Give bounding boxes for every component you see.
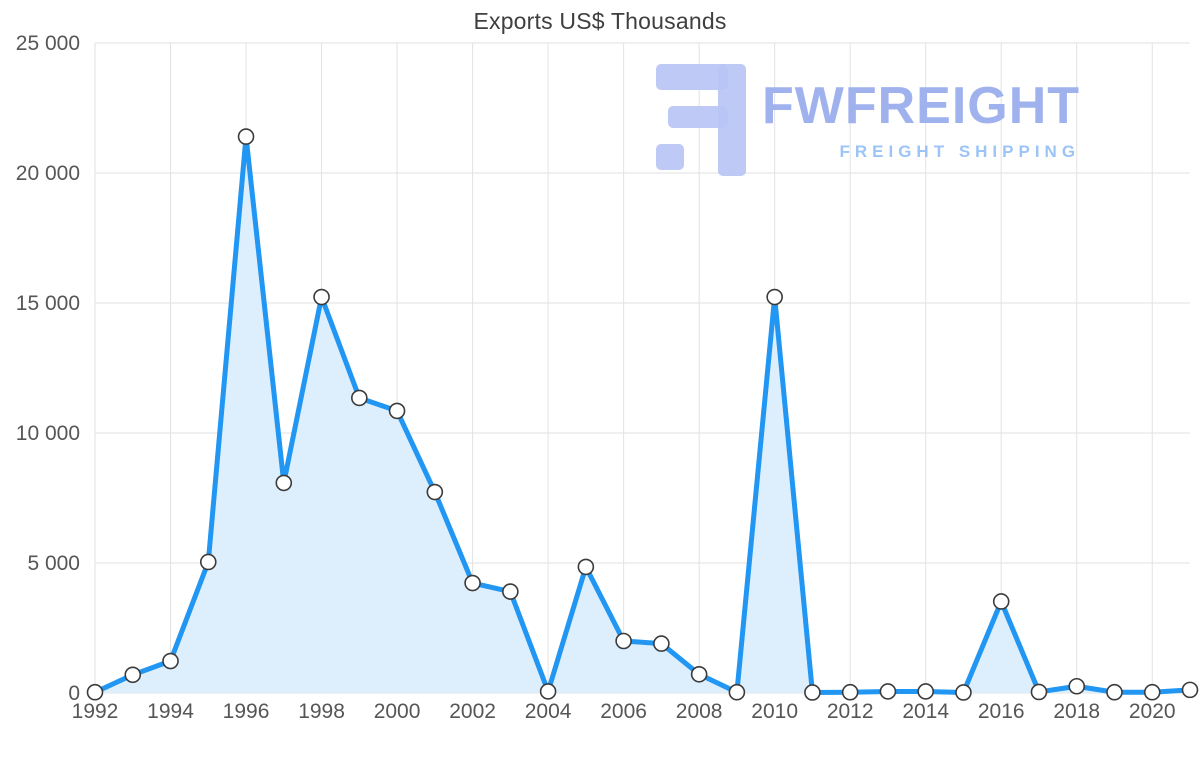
- y-axis-tick-label: 15 000: [16, 292, 80, 315]
- x-axis-tick-label: 2000: [374, 700, 421, 723]
- data-point-marker: [577, 558, 595, 576]
- data-point-marker: [992, 593, 1010, 610]
- data-point-marker: [124, 666, 142, 684]
- data-point-marker: [955, 684, 972, 701]
- x-axis-tick-label: 1992: [72, 700, 119, 723]
- data-point-marker: [237, 128, 255, 145]
- data-point-marker: [1143, 683, 1161, 701]
- data-point-marker: [653, 635, 670, 652]
- series-area: [95, 136, 1190, 694]
- data-point-marker: [351, 389, 368, 407]
- x-axis-tick-label: 2006: [600, 700, 647, 723]
- x-axis-tick-label: 2018: [1053, 700, 1100, 723]
- data-point-marker: [615, 632, 632, 650]
- x-axis-tick-label: 1996: [223, 700, 270, 723]
- x-axis-tick-label: 2004: [525, 700, 572, 723]
- data-point-marker: [1181, 681, 1199, 699]
- x-axis-tick-label: 1994: [147, 700, 194, 723]
- data-point-marker: [766, 288, 783, 306]
- x-axis-tick-label: 2016: [978, 700, 1025, 723]
- chart-title: Exports US$ Thousands: [473, 8, 727, 34]
- data-point-marker: [917, 683, 934, 700]
- x-axis-tick-label: 2012: [827, 700, 874, 723]
- data-point-marker: [1068, 677, 1086, 695]
- data-point-marker: [426, 483, 444, 501]
- x-axis-tick-label: 2010: [751, 700, 798, 723]
- y-axis-tick-label: 25 000: [16, 32, 80, 55]
- data-point-marker: [199, 553, 217, 571]
- data-point-marker: [388, 402, 406, 420]
- y-axis-tick-label: 5 000: [27, 552, 80, 575]
- data-point-marker: [86, 683, 104, 701]
- data-point-marker: [464, 574, 481, 592]
- data-point-marker: [841, 683, 859, 701]
- series-line: [92, 134, 1193, 695]
- data-point-marker: [690, 665, 708, 683]
- x-axis-tick-label: 1998: [298, 700, 345, 723]
- data-point-marker: [162, 652, 179, 670]
- y-axis-tick-label: 20 000: [16, 162, 80, 185]
- data-point-marker: [313, 288, 330, 306]
- data-point-marker: [275, 474, 293, 492]
- y-axis-tick-label: 10 000: [16, 422, 80, 445]
- y-axis-tick-label: 0: [68, 682, 80, 705]
- data-point-marker: [1030, 683, 1048, 701]
- data-point-marker: [728, 683, 746, 701]
- x-axis-tick-label: 2020: [1129, 700, 1176, 723]
- data-point-marker: [879, 683, 897, 700]
- x-axis-tick-label: 2014: [902, 700, 949, 723]
- data-point-marker: [539, 683, 557, 700]
- x-axis-tick-label: 2002: [449, 700, 496, 723]
- x-axis-tick-label: 2008: [676, 700, 723, 723]
- data-point-marker: [502, 583, 519, 600]
- data-point-marker: [1106, 683, 1123, 701]
- data-point-marker: [804, 684, 821, 701]
